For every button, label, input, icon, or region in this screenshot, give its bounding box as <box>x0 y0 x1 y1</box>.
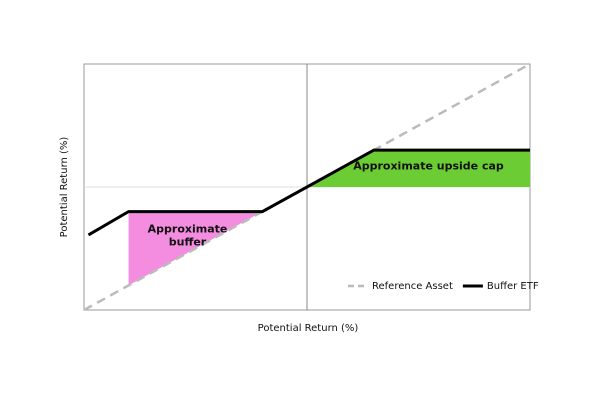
legend-label: Reference Asset <box>372 281 453 292</box>
series-line <box>87 148 530 237</box>
shaded-region <box>307 150 530 187</box>
y-axis-label: Potential Return (%) <box>59 137 70 238</box>
x-axis-label: Potential Return (%) <box>258 323 359 334</box>
legend-label: Buffer ETF <box>487 281 539 292</box>
region-label: Approximate buffer <box>148 223 228 249</box>
series-line <box>83 62 531 312</box>
region-label: Approximate upside cap <box>353 160 504 173</box>
